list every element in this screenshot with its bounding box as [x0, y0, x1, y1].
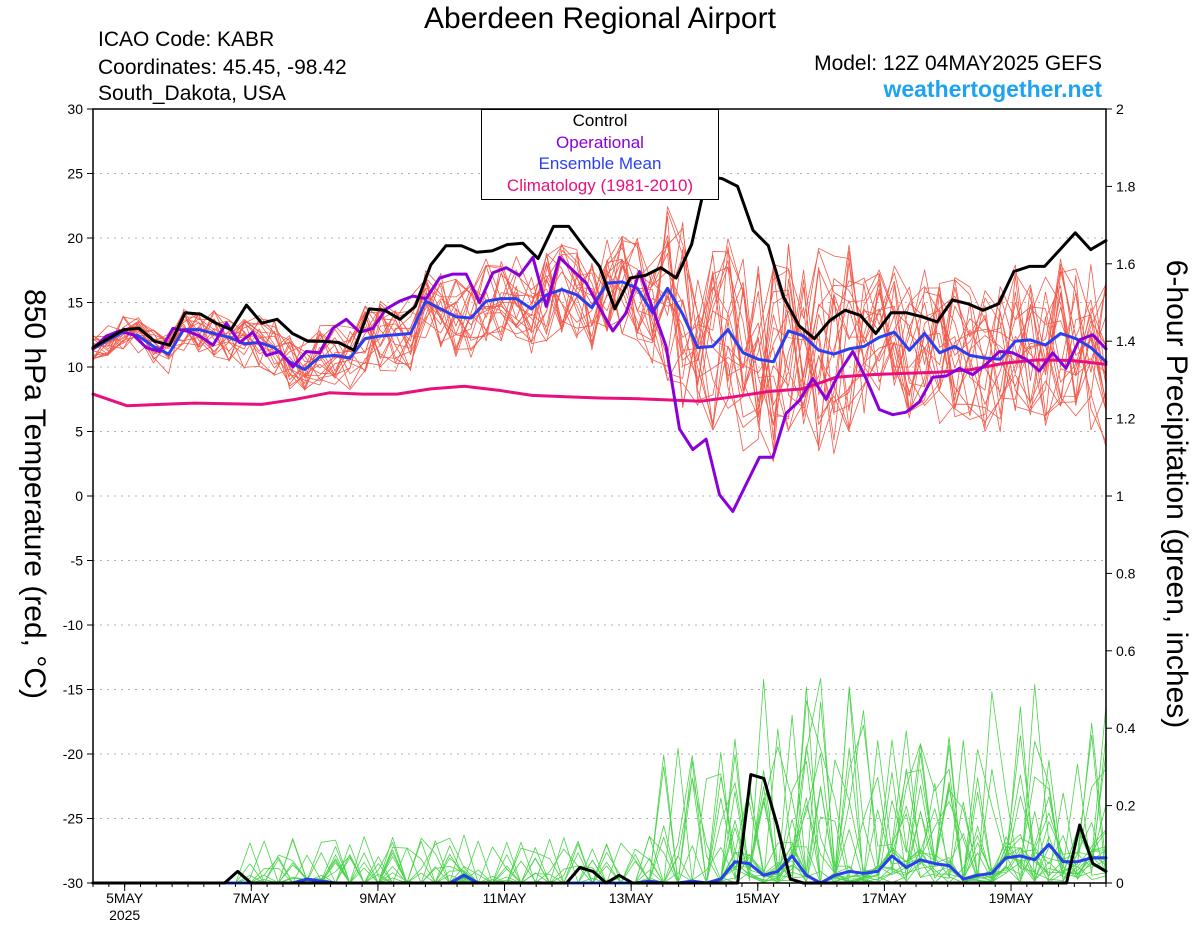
x-tick-label: 11MAY [483, 890, 527, 906]
chart-legend: Control Operational Ensemble Mean Climat… [481, 109, 719, 200]
precipitation-member-line [92, 734, 1107, 884]
y-tick-label-left: 10 [67, 359, 83, 375]
y-tick-label-right: 0.6 [1116, 643, 1136, 659]
axes: 302520151050-5-10-15-20-25-3021.81.61.41… [63, 101, 1136, 923]
y-tick-label-left: -15 [63, 682, 83, 698]
x-tick-year-label: 2025 [109, 907, 140, 923]
x-tick-label: 9MAY [359, 890, 397, 906]
precipitation-member-line [92, 722, 1107, 884]
y-tick-label-left: -25 [63, 811, 83, 827]
x-tick-label: 19MAY [989, 890, 1035, 906]
operational-line [91, 255, 1108, 513]
x-tick-label: 17MAY [862, 890, 908, 906]
temperature-member-line [92, 210, 1107, 426]
y-axis-right-label: 6-hour Precipitation (green, inches) [1160, 259, 1193, 729]
y-tick-label-left: 0 [75, 488, 83, 504]
y-tick-label-left: 5 [75, 424, 83, 440]
precipitation-member-line [92, 740, 1107, 884]
x-tick-label: 13MAY [609, 890, 655, 906]
x-tick-label: 5MAY [106, 890, 144, 906]
y-tick-label-left: -10 [63, 617, 83, 633]
x-tick-label: 15MAY [735, 890, 781, 906]
y-tick-label-left: -30 [63, 875, 83, 891]
temperature-mean-line [91, 280, 1108, 372]
temperature-member-line [92, 244, 1107, 428]
y-tick-label-right: 0.8 [1116, 565, 1136, 581]
temperature-member-line [92, 260, 1107, 452]
site-link[interactable]: weathertogether.net [883, 76, 1102, 102]
y-tick-label-right: 1.2 [1116, 411, 1136, 427]
legend-entry-operational: Operational [556, 132, 644, 152]
temperature-control-line [91, 174, 1108, 352]
y-axis-left-label: 850 hPa Temperature (red, °C) [18, 289, 51, 699]
y-tick-label-right: 0 [1116, 875, 1124, 891]
y-tick-label-right: 1.6 [1116, 256, 1136, 272]
coordinates-text: Coordinates: 45.45, -98.42 [98, 56, 347, 79]
temperature-member-line [92, 245, 1107, 448]
y-tick-label-left: 25 [67, 166, 83, 182]
icao-code-text: ICAO Code: KABR [98, 28, 275, 51]
y-tick-label-left: 30 [67, 101, 83, 117]
temperature-member-line [92, 242, 1107, 455]
legend-entry-climatology: Climatology (1981-2010) [506, 175, 694, 195]
y-tick-label-left: -5 [71, 553, 84, 569]
y-tick-label-right: 1.4 [1116, 333, 1136, 349]
y-tick-label-left: 15 [67, 295, 83, 311]
climatology-line [91, 358, 1108, 408]
precipitation-member-line [92, 740, 1107, 884]
location-text: South_Dakota, USA [98, 82, 286, 105]
y-tick-label-right: 2 [1116, 101, 1124, 117]
y-tick-label-left: -20 [63, 746, 83, 762]
y-tick-label-left: 20 [67, 230, 83, 246]
model-run-text: Model: 12Z 04MAY2025 GEFS [814, 52, 1102, 75]
precipitation-member-line [92, 686, 1107, 884]
temperature-ensemble-members [92, 206, 1107, 462]
temperature-member-line [92, 244, 1107, 424]
chart-title: Aberdeen Regional Airport [424, 2, 776, 35]
legend-entry-ensemble-mean: Ensemble Mean [538, 154, 662, 173]
legend-entry-control: Control [572, 111, 628, 130]
y-tick-label-right: 1 [1116, 488, 1124, 504]
precipitation-ensemble-members [92, 678, 1107, 884]
y-tick-label-right: 0.4 [1116, 720, 1136, 736]
gridlines [93, 108, 1106, 884]
y-tick-label-right: 1.8 [1116, 178, 1136, 194]
y-tick-label-right: 0.2 [1116, 798, 1136, 814]
x-tick-label: 7MAY [233, 890, 271, 906]
